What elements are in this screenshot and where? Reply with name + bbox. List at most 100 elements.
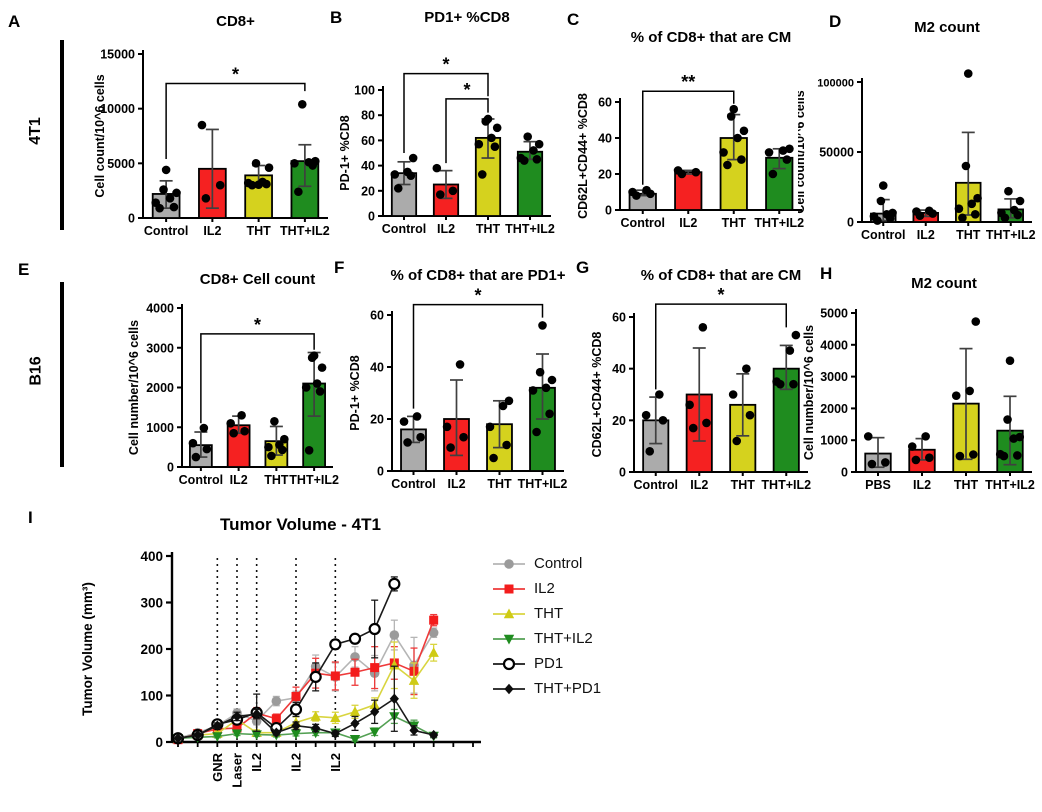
svg-text:IL2: IL2 — [437, 222, 455, 236]
svg-text:Tumor Volume - 4T1: Tumor Volume - 4T1 — [220, 515, 381, 534]
legend-item-tht-pd1: THT+PD1 — [492, 676, 601, 701]
svg-text:3000: 3000 — [146, 341, 174, 355]
panel-f-chart-pd1-pct-b16: % of CD8+ that are PD1+ 0 20 40 60 PD-1+ %CD8… — [348, 267, 568, 491]
svg-text:THT: THT — [722, 216, 747, 230]
panel-i-chart-tumor-volume: Tumor Volume - 4T1 0 100 200 300 400 Tumor Vol… — [80, 515, 481, 788]
svg-text:THT: THT — [476, 222, 501, 236]
svg-text:100: 100 — [140, 689, 163, 704]
svg-text:Laser: Laser — [230, 753, 245, 788]
svg-text:Control: Control — [179, 473, 223, 487]
svg-text:IL2: IL2 — [913, 478, 931, 492]
svg-text:THT+IL2: THT+IL2 — [518, 477, 568, 491]
svg-text:IL2: IL2 — [249, 753, 264, 772]
svg-text:% of CD8+ that are CM: % of CD8+ that are CM — [631, 29, 791, 46]
legend-marker-icon — [493, 657, 525, 670]
svg-text:20: 20 — [598, 168, 612, 182]
svg-text:Control: Control — [621, 216, 665, 230]
svg-text:Cell number/10^6 cells: Cell number/10^6 cells — [802, 325, 816, 460]
svg-text:IL2: IL2 — [679, 216, 697, 230]
svg-text:10000: 10000 — [100, 102, 135, 116]
legend-item-tht-il2: THT+IL2 — [492, 626, 601, 651]
svg-text:100000: 100000 — [817, 78, 854, 90]
svg-text:THT+IL2: THT+IL2 — [289, 473, 339, 487]
legend-label: THT+IL2 — [534, 630, 593, 647]
svg-text:3000: 3000 — [820, 370, 848, 384]
svg-text:THT+IL2: THT+IL2 — [985, 478, 1035, 492]
svg-text:PD1+ %CD8: PD1+ %CD8 — [424, 9, 509, 26]
svg-text:200: 200 — [140, 642, 163, 657]
svg-text:0: 0 — [605, 204, 612, 218]
svg-text:20: 20 — [370, 413, 384, 427]
svg-text:% of CD8+ that are CM: % of CD8+ that are CM — [641, 267, 801, 284]
legend-label: THT — [534, 605, 564, 622]
svg-text:0: 0 — [128, 212, 135, 226]
legend-marker-icon — [493, 608, 525, 618]
svg-text:Control: Control — [634, 478, 678, 492]
svg-text:*: * — [442, 55, 449, 75]
panel-b-chart-pd1-pct-4t1: PD1+ %CD8 0 20 40 60 80 100 PD-1+ %CD8 Control IL… — [338, 9, 555, 236]
svg-text:THT+IL2: THT+IL2 — [280, 224, 330, 238]
svg-text:*: * — [232, 65, 239, 85]
svg-text:GNR: GNR — [210, 752, 225, 782]
svg-text:Cell number/10^6 cells: Cell number/10^6 cells — [127, 320, 141, 455]
svg-text:400: 400 — [140, 549, 163, 564]
svg-text:*: * — [463, 80, 470, 100]
svg-text:THT: THT — [246, 224, 271, 238]
svg-text:2000: 2000 — [820, 402, 848, 416]
svg-text:THT: THT — [264, 473, 289, 487]
row-label-b16: B16 — [27, 356, 45, 386]
svg-text:80: 80 — [361, 109, 375, 123]
legend-marker-icon — [493, 584, 525, 593]
legend-item-pd1: PD1 — [492, 651, 601, 676]
svg-text:IL2: IL2 — [690, 478, 708, 492]
svg-text:Control: Control — [391, 477, 435, 491]
svg-text:IL2: IL2 — [447, 477, 465, 491]
svg-text:**: ** — [681, 72, 695, 92]
legend-item-il2: IL2 — [492, 576, 601, 601]
svg-text:CD62L+CD44+ %CD8: CD62L+CD44+ %CD8 — [576, 93, 590, 219]
svg-text:40: 40 — [361, 159, 375, 173]
svg-text:THT+IL2: THT+IL2 — [505, 222, 555, 236]
svg-text:IL2: IL2 — [917, 228, 935, 242]
svg-text:*: * — [717, 285, 724, 305]
row-divider-b16 — [60, 282, 64, 467]
svg-text:20: 20 — [612, 414, 626, 428]
legend-label: PD1 — [534, 655, 564, 672]
svg-text:Control: Control — [382, 222, 426, 236]
svg-text:40: 40 — [612, 362, 626, 376]
panel-letter-h: H — [820, 264, 833, 283]
tumor-volume-legend: Control IL2 THT THT+IL2 PD1 THT+PD1 — [492, 551, 601, 701]
svg-text:Control: Control — [861, 228, 905, 242]
svg-text:0: 0 — [619, 466, 626, 480]
panel-c-chart-cm-pct-4t1: % of CD8+ that are CM 0 20 40 60 CD62L+CD44+ … — [576, 29, 804, 230]
panel-d-chart-m2-count-4t1: M2 count 0 50000 100000 Cell count/10^6 cell… — [798, 19, 1036, 242]
svg-text:Cell count/10^6 cells: Cell count/10^6 cells — [93, 74, 107, 197]
svg-text:0: 0 — [847, 216, 854, 230]
svg-text:60: 60 — [361, 134, 375, 148]
panel-letter-g: G — [576, 258, 590, 277]
svg-text:0: 0 — [155, 735, 163, 750]
svg-text:60: 60 — [612, 311, 626, 325]
legend-marker-icon — [493, 634, 525, 644]
svg-text:M2 count: M2 count — [914, 19, 980, 36]
panel-letter-a: A — [8, 12, 21, 31]
svg-text:60: 60 — [370, 309, 384, 323]
svg-text:*: * — [474, 286, 481, 306]
legend-label: Control — [534, 555, 583, 572]
svg-text:CD8+: CD8+ — [216, 13, 255, 30]
svg-text:CD8+ Cell count: CD8+ Cell count — [200, 271, 315, 288]
legend-item-control: Control — [492, 551, 601, 576]
svg-text:0: 0 — [841, 466, 848, 480]
row-label-4t1: 4T1 — [26, 117, 44, 145]
panel-g-chart-cm-pct-b16: % of CD8+ that are CM 0 20 40 60 CD62L+CD44+ … — [590, 267, 811, 492]
svg-text:PBS: PBS — [865, 478, 891, 492]
panel-a-chart-cd8-count-4t1: CD8+ 0 5000 10000 15000 Cell count/10^6 cells… — [93, 13, 330, 238]
panel-letter-c: C — [567, 10, 580, 29]
svg-text:M2 count: M2 count — [911, 275, 977, 292]
svg-text:THT: THT — [954, 478, 979, 492]
svg-text:4000: 4000 — [146, 302, 174, 316]
svg-text:0: 0 — [167, 461, 174, 475]
svg-text:*: * — [254, 315, 261, 335]
svg-text:40: 40 — [598, 132, 612, 146]
